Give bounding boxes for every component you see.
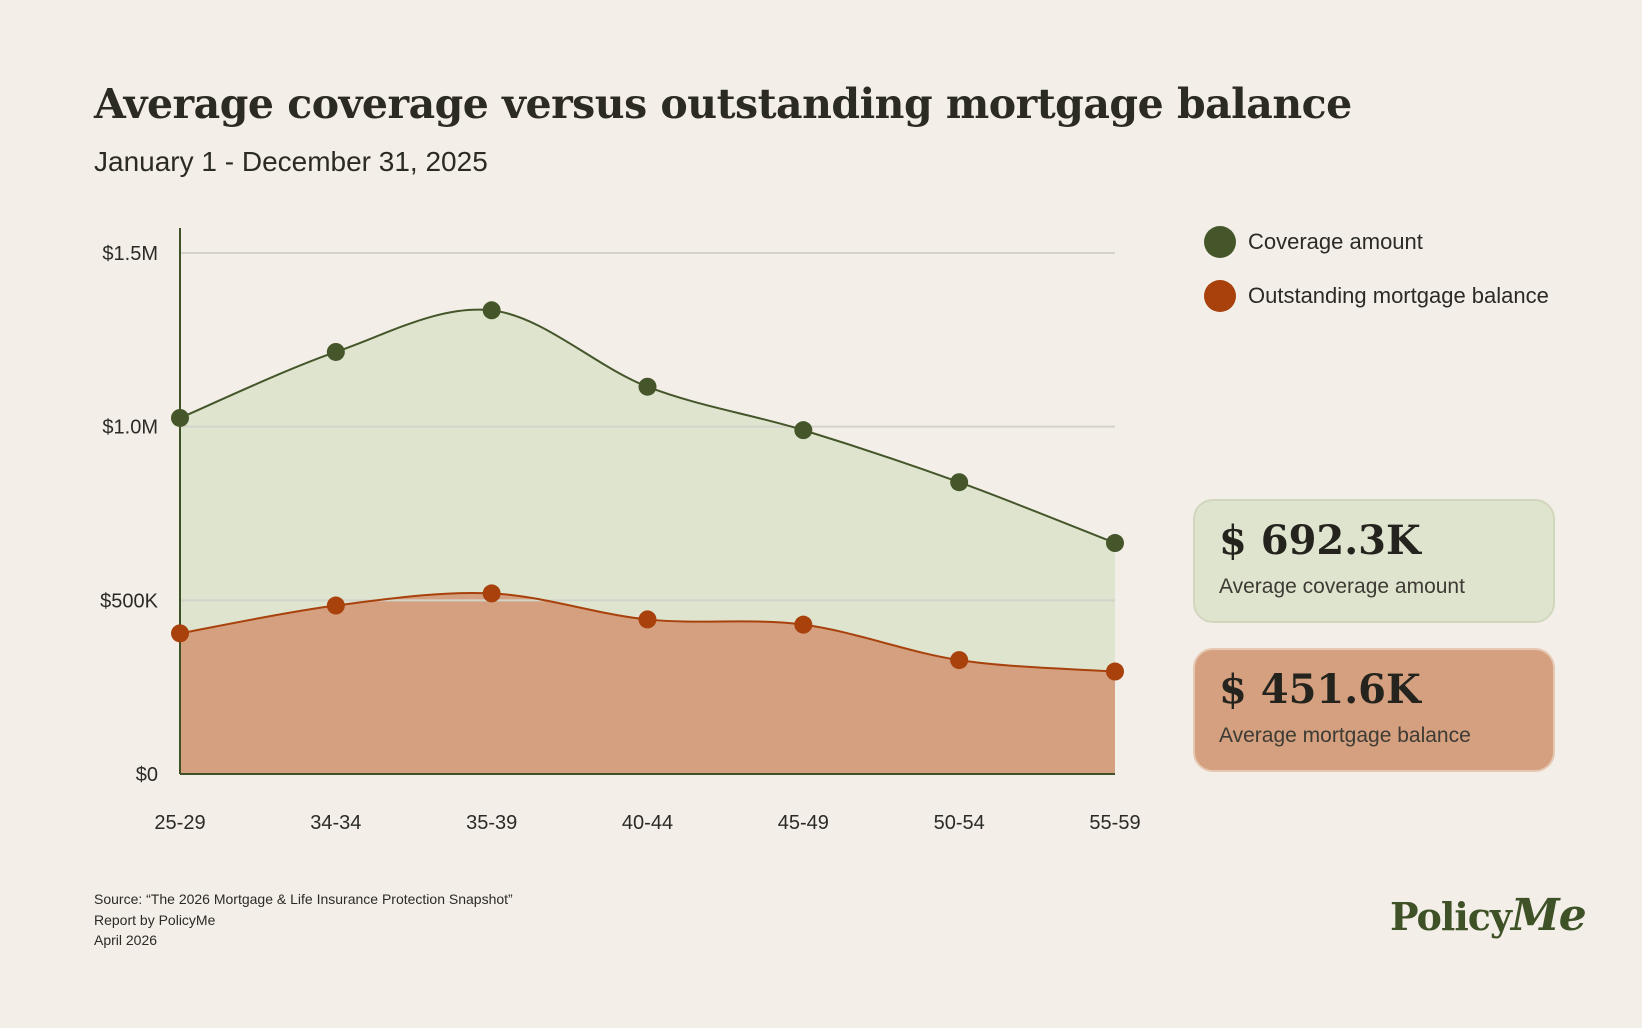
data-point-0-1 bbox=[326, 342, 345, 361]
legend-label-coverage: Coverage amount bbox=[1248, 229, 1423, 254]
data-point-0-2 bbox=[482, 301, 501, 320]
x-tick-label-2: 35-39 bbox=[466, 812, 517, 834]
logo-text: Policy bbox=[1390, 894, 1512, 939]
average-mortgage-value: $ 451.6K bbox=[1219, 666, 1421, 713]
data-point-1-1 bbox=[326, 596, 345, 615]
data-point-1-2 bbox=[482, 584, 501, 603]
policyme-logo: PolicyMe bbox=[1390, 890, 1587, 941]
y-tick-label-1: $500K bbox=[100, 590, 158, 612]
legend: Coverage amount Outstanding mortgage bal… bbox=[1204, 226, 1549, 334]
data-point-0-0 bbox=[171, 408, 189, 427]
average-coverage-card: $ 692.3K Average coverage amount bbox=[1193, 499, 1555, 623]
report-credit: Report by PolicyMe bbox=[94, 911, 216, 928]
source-note: Source: “The 2026 Mortgage & Life Insura… bbox=[94, 889, 513, 951]
average-coverage-label: Average coverage amount bbox=[1219, 575, 1465, 598]
data-point-1-3 bbox=[638, 610, 657, 629]
legend-item-mortgage: Outstanding mortgage balance bbox=[1204, 280, 1549, 312]
x-tick-label-4: 45-49 bbox=[778, 812, 829, 834]
average-coverage-value: $ 692.3K bbox=[1219, 517, 1421, 564]
x-tick-label-6: 55-59 bbox=[1089, 812, 1140, 834]
data-point-0-6 bbox=[1106, 534, 1124, 553]
average-mortgage-label: Average mortgage balance bbox=[1219, 724, 1471, 747]
report-date: April 2026 bbox=[94, 932, 158, 948]
x-tick-label-3: 40-44 bbox=[622, 812, 673, 834]
data-point-1-5 bbox=[950, 651, 969, 670]
legend-dot-mortgage bbox=[1204, 280, 1236, 312]
x-tick-label-5: 50-54 bbox=[934, 812, 985, 834]
legend-label-mortgage: Outstanding mortgage balance bbox=[1248, 283, 1549, 308]
x-tick-label-0: 25-29 bbox=[154, 812, 205, 834]
y-tick-label-3: $1.5M bbox=[102, 243, 158, 265]
logo-accent: Me bbox=[1511, 890, 1587, 941]
series-area-1 bbox=[180, 592, 1115, 774]
legend-item-coverage: Coverage amount bbox=[1204, 226, 1549, 258]
data-point-0-5 bbox=[950, 473, 969, 492]
chart-title: Average coverage versus outstanding mort… bbox=[94, 80, 1352, 128]
data-point-1-6 bbox=[1106, 662, 1124, 681]
x-tick-label-1: 34-34 bbox=[310, 812, 361, 834]
y-tick-label-2: $1.0M bbox=[102, 417, 158, 439]
y-tick-label-0: $0 bbox=[136, 764, 158, 786]
data-point-1-0 bbox=[171, 624, 189, 643]
legend-dot-coverage bbox=[1204, 226, 1236, 258]
data-point-0-3 bbox=[638, 377, 657, 396]
data-point-1-4 bbox=[794, 615, 813, 634]
chart-subtitle: January 1 - December 31, 2025 bbox=[94, 146, 488, 177]
average-mortgage-card: $ 451.6K Average mortgage balance bbox=[1193, 648, 1555, 772]
source-line: Source: “The 2026 Mortgage & Life Insura… bbox=[94, 891, 513, 907]
data-point-0-4 bbox=[794, 421, 813, 440]
